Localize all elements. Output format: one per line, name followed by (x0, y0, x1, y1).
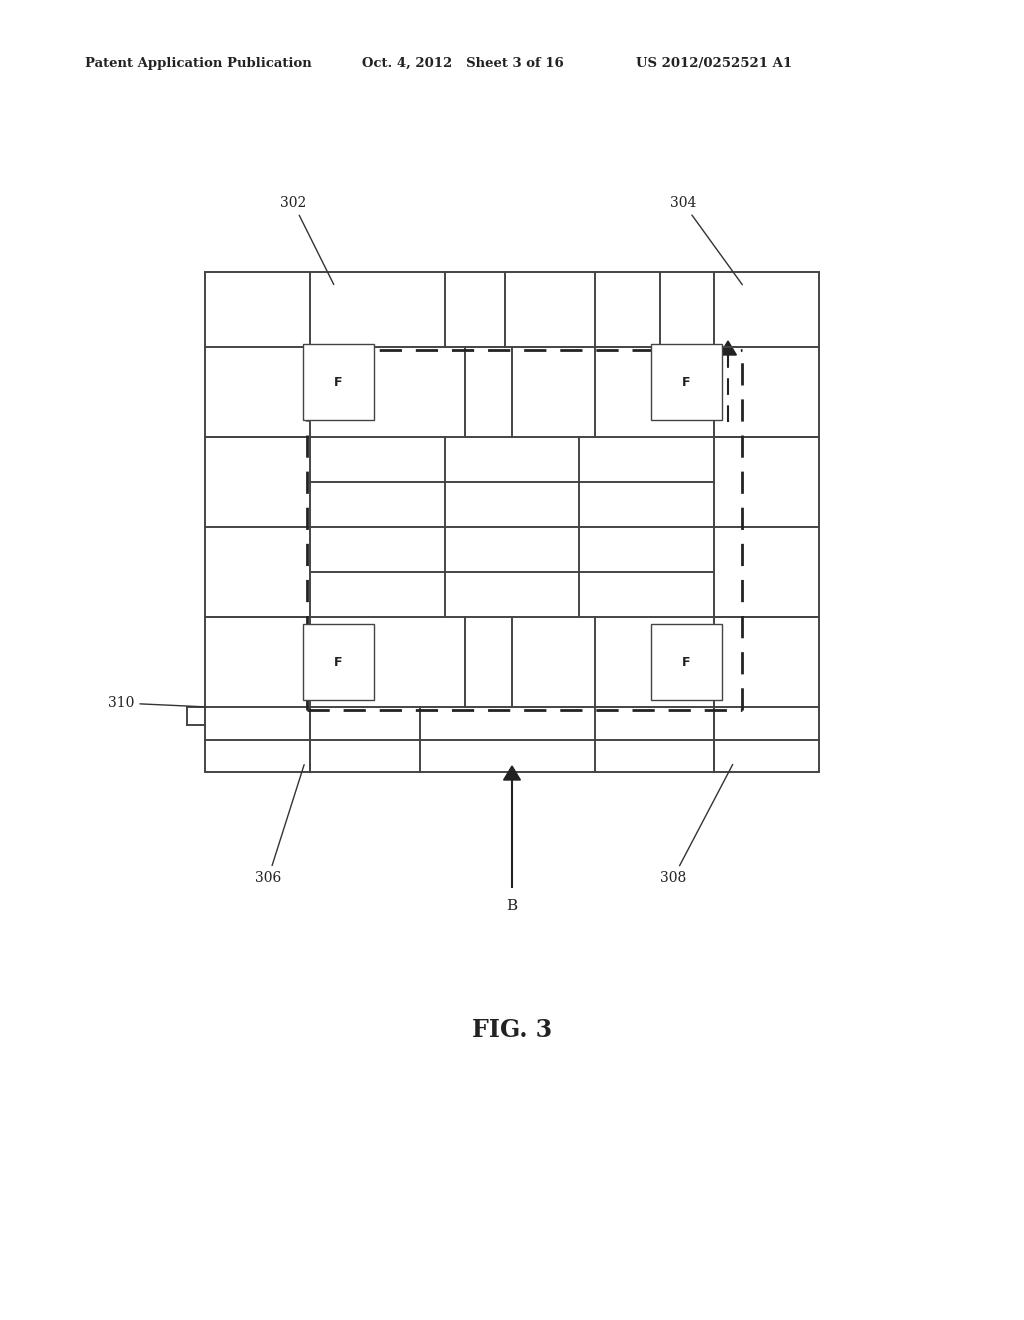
Text: F: F (682, 656, 690, 668)
Text: 304: 304 (670, 195, 742, 285)
Text: F: F (334, 656, 342, 668)
Polygon shape (720, 341, 736, 355)
Text: FIG. 3: FIG. 3 (472, 1018, 552, 1041)
Text: 302: 302 (280, 195, 334, 285)
Text: F: F (682, 375, 690, 388)
Bar (205, 272, 819, 772)
Text: Oct. 4, 2012   Sheet 3 of 16: Oct. 4, 2012 Sheet 3 of 16 (362, 57, 564, 70)
Text: F: F (334, 375, 342, 388)
Text: 308: 308 (660, 764, 733, 884)
Text: B: B (507, 899, 517, 913)
Text: Patent Application Publication: Patent Application Publication (85, 57, 311, 70)
Text: US 2012/0252521 A1: US 2012/0252521 A1 (636, 57, 793, 70)
Polygon shape (504, 766, 520, 780)
Text: 306: 306 (255, 764, 304, 884)
Text: 310: 310 (108, 696, 205, 710)
